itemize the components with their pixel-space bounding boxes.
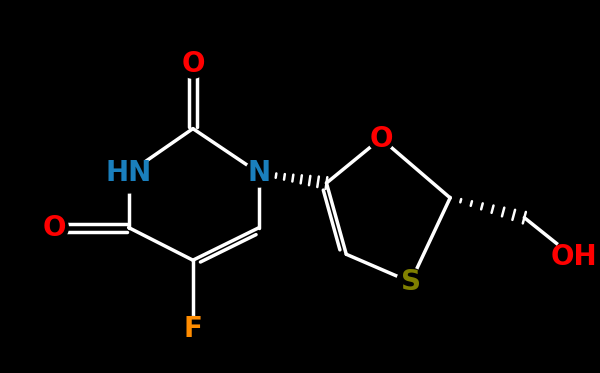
Circle shape	[41, 214, 68, 241]
Text: S: S	[401, 268, 421, 296]
Text: OH: OH	[550, 243, 597, 271]
Circle shape	[179, 50, 207, 78]
Text: F: F	[184, 316, 202, 344]
Text: O: O	[181, 50, 205, 78]
Circle shape	[180, 317, 206, 342]
Circle shape	[109, 153, 148, 193]
Text: O: O	[43, 214, 66, 242]
Circle shape	[368, 126, 394, 151]
Text: HN: HN	[106, 159, 152, 187]
Circle shape	[245, 159, 273, 187]
Text: N: N	[248, 159, 271, 187]
Circle shape	[397, 268, 424, 296]
Text: O: O	[369, 125, 392, 153]
Circle shape	[554, 238, 593, 277]
